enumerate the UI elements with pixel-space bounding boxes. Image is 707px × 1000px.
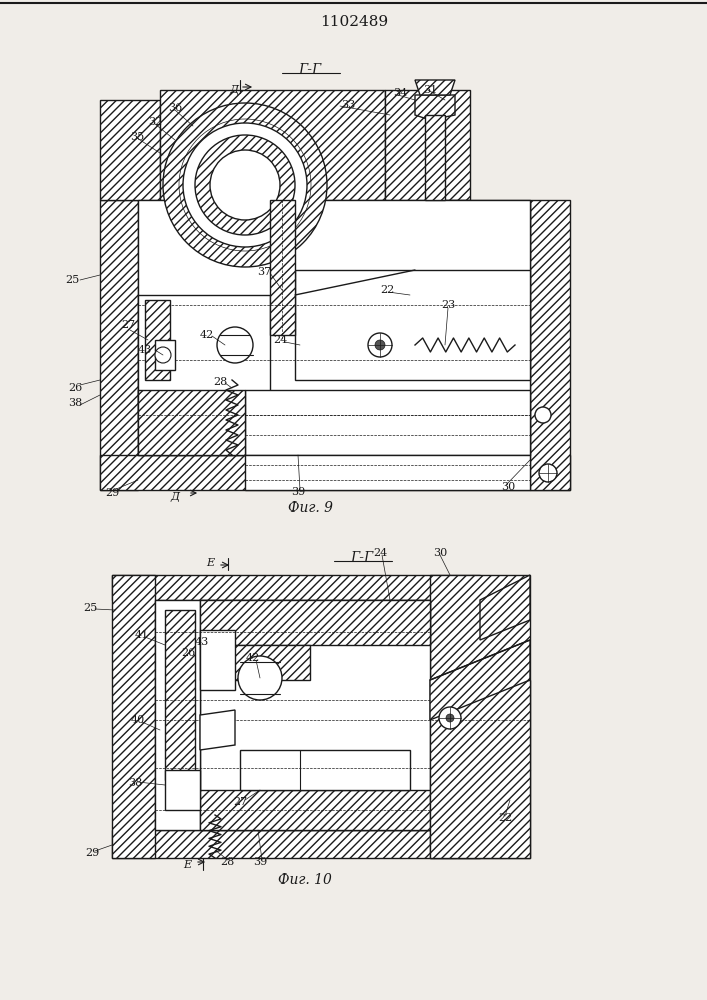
Text: 26: 26 bbox=[68, 383, 82, 393]
Circle shape bbox=[535, 407, 551, 423]
Polygon shape bbox=[112, 830, 480, 858]
Text: 1102489: 1102489 bbox=[320, 15, 388, 29]
Circle shape bbox=[217, 327, 253, 363]
Polygon shape bbox=[200, 710, 235, 750]
Text: 26: 26 bbox=[181, 648, 195, 658]
Text: 42: 42 bbox=[246, 653, 260, 663]
Text: 24: 24 bbox=[273, 335, 287, 345]
Text: Фиг. 10: Фиг. 10 bbox=[278, 873, 332, 887]
Text: Е: Е bbox=[206, 558, 214, 568]
Text: 23: 23 bbox=[441, 300, 455, 310]
Text: 40: 40 bbox=[131, 715, 145, 725]
Text: Г-Г: Г-Г bbox=[351, 551, 373, 565]
Text: 39: 39 bbox=[291, 487, 305, 497]
Polygon shape bbox=[138, 200, 530, 455]
Polygon shape bbox=[530, 200, 570, 490]
Text: Д: Д bbox=[230, 85, 238, 95]
Polygon shape bbox=[160, 90, 385, 200]
Polygon shape bbox=[415, 95, 455, 120]
Text: 30: 30 bbox=[501, 482, 515, 492]
Text: 30: 30 bbox=[433, 548, 447, 558]
Polygon shape bbox=[200, 790, 430, 830]
Text: 42: 42 bbox=[200, 330, 214, 340]
Circle shape bbox=[163, 103, 327, 267]
Circle shape bbox=[439, 707, 461, 729]
Text: 41: 41 bbox=[135, 630, 149, 640]
Polygon shape bbox=[270, 200, 295, 335]
Text: Г-Г: Г-Г bbox=[298, 63, 322, 77]
Text: 24: 24 bbox=[373, 548, 387, 558]
Text: 38: 38 bbox=[68, 398, 82, 408]
Text: 27: 27 bbox=[233, 797, 247, 807]
Polygon shape bbox=[155, 340, 175, 370]
Circle shape bbox=[446, 714, 454, 722]
Polygon shape bbox=[165, 770, 200, 810]
Polygon shape bbox=[145, 300, 170, 380]
Circle shape bbox=[155, 347, 171, 363]
Polygon shape bbox=[240, 750, 410, 790]
Polygon shape bbox=[430, 575, 530, 770]
Polygon shape bbox=[430, 200, 530, 260]
Polygon shape bbox=[100, 100, 160, 200]
Text: Е: Е bbox=[183, 860, 191, 870]
Text: 32: 32 bbox=[148, 117, 162, 127]
Polygon shape bbox=[385, 90, 470, 200]
Polygon shape bbox=[200, 645, 310, 680]
Text: 35: 35 bbox=[130, 132, 144, 142]
Text: 29: 29 bbox=[105, 488, 119, 498]
Polygon shape bbox=[430, 640, 530, 720]
Polygon shape bbox=[200, 630, 235, 690]
Polygon shape bbox=[155, 600, 200, 830]
Polygon shape bbox=[138, 390, 245, 455]
Polygon shape bbox=[425, 115, 445, 200]
Polygon shape bbox=[295, 270, 530, 380]
Circle shape bbox=[195, 135, 295, 235]
Text: 43: 43 bbox=[138, 345, 152, 355]
Text: 25: 25 bbox=[65, 275, 79, 285]
Text: 43: 43 bbox=[195, 637, 209, 647]
Text: 36: 36 bbox=[168, 103, 182, 113]
Text: 33: 33 bbox=[341, 100, 355, 110]
Polygon shape bbox=[245, 390, 530, 455]
Text: 39: 39 bbox=[253, 857, 267, 867]
Text: Фиг. 9: Фиг. 9 bbox=[288, 501, 334, 515]
Circle shape bbox=[539, 464, 557, 482]
Polygon shape bbox=[112, 575, 155, 858]
Circle shape bbox=[375, 340, 385, 350]
Polygon shape bbox=[200, 600, 430, 830]
Polygon shape bbox=[480, 575, 530, 640]
Polygon shape bbox=[415, 80, 455, 95]
Polygon shape bbox=[430, 770, 530, 858]
Text: 22: 22 bbox=[498, 813, 512, 823]
Circle shape bbox=[210, 150, 280, 220]
Text: 31: 31 bbox=[423, 85, 437, 95]
Polygon shape bbox=[100, 200, 138, 490]
Circle shape bbox=[183, 123, 307, 247]
Text: Д: Д bbox=[170, 492, 180, 502]
Text: 29: 29 bbox=[85, 848, 99, 858]
Circle shape bbox=[238, 656, 282, 700]
Polygon shape bbox=[430, 680, 530, 858]
Text: 27: 27 bbox=[121, 320, 135, 330]
Text: 22: 22 bbox=[380, 285, 394, 295]
Text: 38: 38 bbox=[128, 778, 142, 788]
Polygon shape bbox=[200, 600, 430, 645]
Text: 34: 34 bbox=[393, 88, 407, 98]
Polygon shape bbox=[165, 610, 195, 780]
Polygon shape bbox=[155, 600, 430, 830]
Polygon shape bbox=[138, 295, 270, 420]
Circle shape bbox=[368, 333, 392, 357]
Polygon shape bbox=[112, 575, 480, 600]
Polygon shape bbox=[100, 455, 570, 490]
Text: 25: 25 bbox=[83, 603, 97, 613]
Text: 28: 28 bbox=[220, 857, 234, 867]
Text: 28: 28 bbox=[213, 377, 227, 387]
Polygon shape bbox=[245, 455, 530, 490]
Text: 37: 37 bbox=[257, 267, 271, 277]
